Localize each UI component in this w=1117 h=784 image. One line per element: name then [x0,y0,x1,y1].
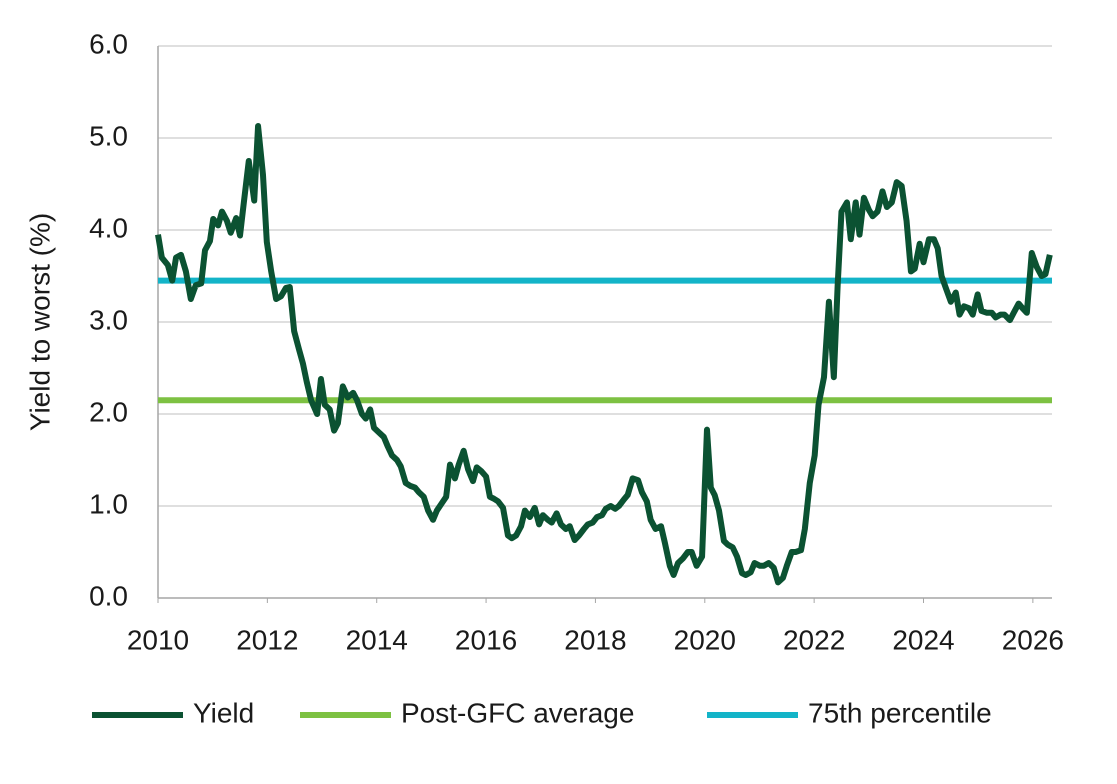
y-tick-label: 3.0 [89,304,128,335]
legend-label: Post-GFC average [401,697,634,728]
x-tick-label: 2018 [564,624,626,655]
y-tick-label: 6.0 [89,28,128,59]
y-tick-label: 0.0 [89,580,128,611]
x-tick-label: 2012 [236,624,298,655]
legend-label: Yield [193,697,254,728]
x-tick-label: 2014 [346,624,408,655]
x-tick-label: 2026 [1002,624,1064,655]
x-tick-label: 2010 [127,624,189,655]
x-tick-label: 2016 [455,624,517,655]
legend-label: 75th percentile [808,697,992,728]
y-tick-label: 4.0 [89,212,128,243]
y-axis-label: Yield to worst (%) [24,213,55,431]
y-tick-label: 2.0 [89,396,128,427]
x-tick-label: 2024 [892,624,954,655]
x-tick-label: 2022 [783,624,845,655]
x-tick-label: 2020 [674,624,736,655]
series-line [155,123,1053,586]
y-tick-label: 1.0 [89,488,128,519]
y-tick-label: 5.0 [89,120,128,151]
